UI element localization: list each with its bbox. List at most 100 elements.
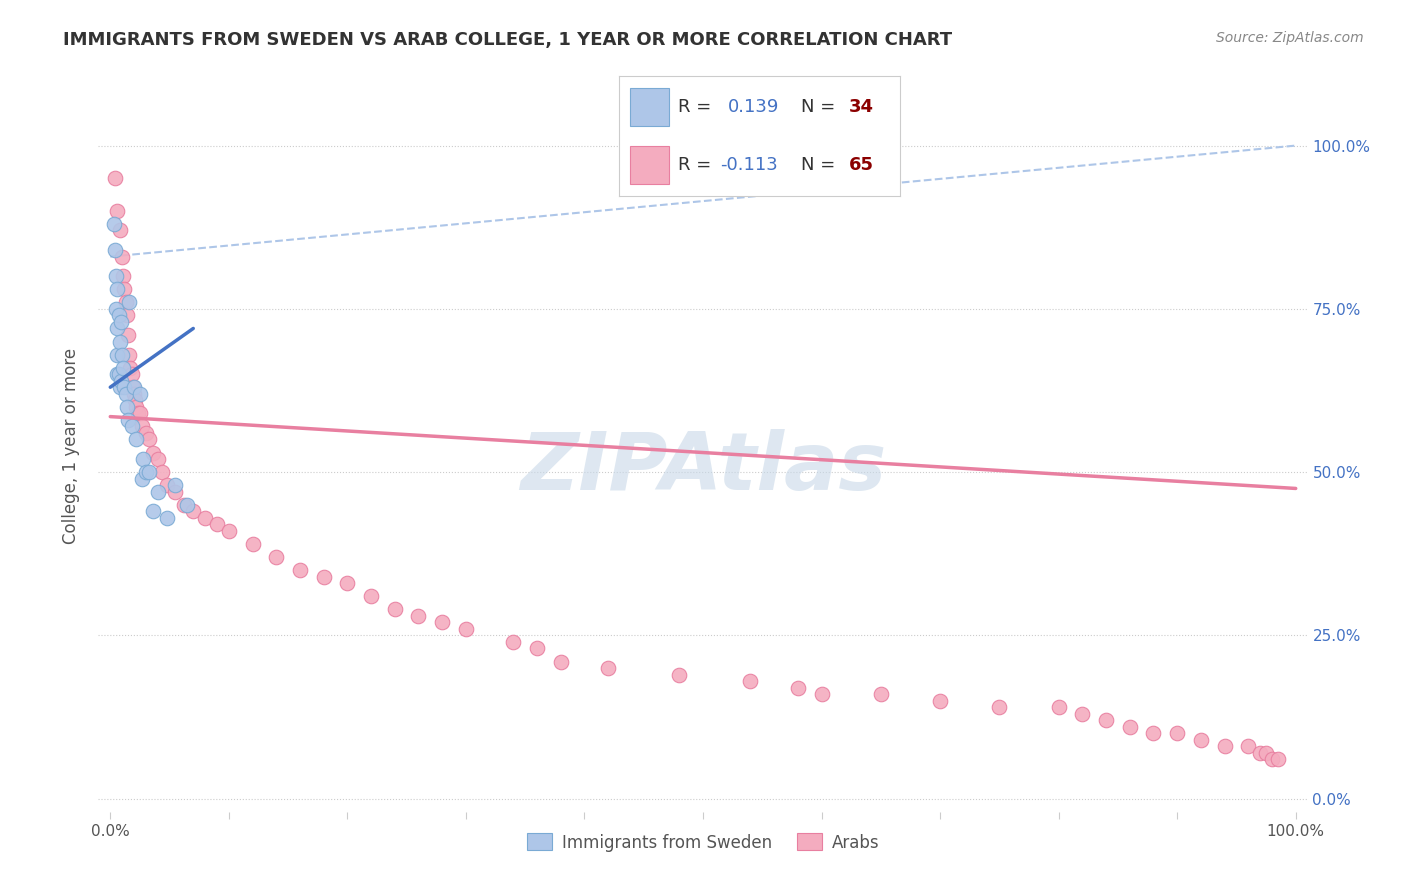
Point bbox=[110, 374, 132, 388]
Point bbox=[125, 433, 148, 447]
Point bbox=[118, 295, 141, 310]
Point bbox=[117, 328, 139, 343]
Point bbox=[869, 687, 891, 701]
Point bbox=[550, 655, 572, 669]
Point bbox=[988, 700, 1011, 714]
Point bbox=[360, 589, 382, 603]
Point bbox=[454, 622, 477, 636]
Point bbox=[173, 498, 195, 512]
Point bbox=[176, 498, 198, 512]
Point bbox=[135, 465, 157, 479]
Point bbox=[104, 243, 127, 257]
Point bbox=[384, 602, 406, 616]
Point bbox=[112, 269, 135, 284]
Point bbox=[138, 465, 160, 479]
Point bbox=[112, 360, 135, 375]
Point bbox=[142, 445, 165, 459]
Point bbox=[120, 360, 142, 375]
Point bbox=[165, 478, 187, 492]
Point bbox=[929, 694, 952, 708]
Point bbox=[1095, 714, 1118, 728]
Point bbox=[121, 367, 143, 381]
Text: N =: N = bbox=[801, 98, 841, 116]
Point bbox=[105, 269, 128, 284]
Point bbox=[115, 400, 138, 414]
Point bbox=[146, 484, 169, 499]
Point bbox=[1237, 739, 1260, 754]
Point bbox=[156, 478, 179, 492]
Point bbox=[1261, 752, 1284, 766]
Point bbox=[1166, 726, 1188, 740]
Point bbox=[432, 615, 454, 630]
Text: 65: 65 bbox=[849, 156, 875, 174]
Point bbox=[218, 524, 240, 538]
Point bbox=[598, 661, 620, 675]
Point bbox=[242, 537, 264, 551]
Point bbox=[1071, 706, 1094, 721]
Point bbox=[132, 452, 155, 467]
Point bbox=[108, 380, 131, 394]
Point bbox=[105, 203, 128, 218]
Text: IMMIGRANTS FROM SWEDEN VS ARAB COLLEGE, 1 YEAR OR MORE CORRELATION CHART: IMMIGRANTS FROM SWEDEN VS ARAB COLLEGE, … bbox=[63, 31, 952, 49]
Y-axis label: College, 1 year or more: College, 1 year or more bbox=[62, 348, 80, 544]
Point bbox=[104, 171, 127, 186]
Point bbox=[111, 250, 134, 264]
Point bbox=[668, 667, 690, 681]
Point bbox=[336, 576, 359, 591]
Point bbox=[115, 309, 138, 323]
Point bbox=[408, 608, 430, 623]
Point bbox=[1267, 752, 1289, 766]
Point bbox=[156, 511, 179, 525]
Point bbox=[165, 484, 187, 499]
Text: R =: R = bbox=[678, 98, 717, 116]
Text: ZIPAtlas: ZIPAtlas bbox=[520, 429, 886, 507]
Point bbox=[1213, 739, 1236, 754]
Point bbox=[105, 301, 128, 316]
Bar bbox=[630, 87, 669, 127]
Point bbox=[105, 321, 128, 335]
Point bbox=[194, 511, 217, 525]
Point bbox=[108, 334, 131, 349]
Point bbox=[526, 641, 548, 656]
Bar bbox=[630, 145, 669, 185]
Point bbox=[264, 549, 287, 564]
Point bbox=[1249, 746, 1271, 760]
Point bbox=[142, 504, 165, 518]
Point bbox=[114, 386, 136, 401]
Point bbox=[125, 400, 148, 414]
Point bbox=[1047, 700, 1070, 714]
Point bbox=[1254, 746, 1277, 760]
Point bbox=[121, 380, 143, 394]
Text: Source: ZipAtlas.com: Source: ZipAtlas.com bbox=[1216, 31, 1364, 45]
Point bbox=[117, 413, 139, 427]
Point bbox=[131, 419, 153, 434]
Point bbox=[1119, 720, 1142, 734]
Point bbox=[810, 687, 832, 701]
Point bbox=[114, 282, 136, 296]
Point bbox=[288, 563, 311, 577]
Point bbox=[103, 217, 125, 231]
Point bbox=[107, 367, 129, 381]
Point bbox=[114, 380, 136, 394]
Point bbox=[122, 386, 145, 401]
Point bbox=[502, 635, 524, 649]
Text: 0.139: 0.139 bbox=[728, 98, 780, 116]
Point bbox=[124, 393, 146, 408]
Point bbox=[786, 681, 808, 695]
Point bbox=[131, 472, 153, 486]
Legend: Immigrants from Sweden, Arabs: Immigrants from Sweden, Arabs bbox=[520, 827, 886, 858]
Point bbox=[312, 569, 335, 583]
Point bbox=[740, 674, 762, 689]
Point bbox=[205, 517, 228, 532]
Point bbox=[111, 347, 134, 362]
Point bbox=[129, 386, 152, 401]
Point bbox=[138, 433, 160, 447]
Text: R =: R = bbox=[678, 156, 717, 174]
Point bbox=[105, 367, 128, 381]
Point bbox=[105, 347, 128, 362]
Text: -0.113: -0.113 bbox=[720, 156, 778, 174]
Point bbox=[1142, 726, 1164, 740]
Point bbox=[107, 309, 129, 323]
Point bbox=[146, 452, 169, 467]
Point bbox=[181, 504, 204, 518]
